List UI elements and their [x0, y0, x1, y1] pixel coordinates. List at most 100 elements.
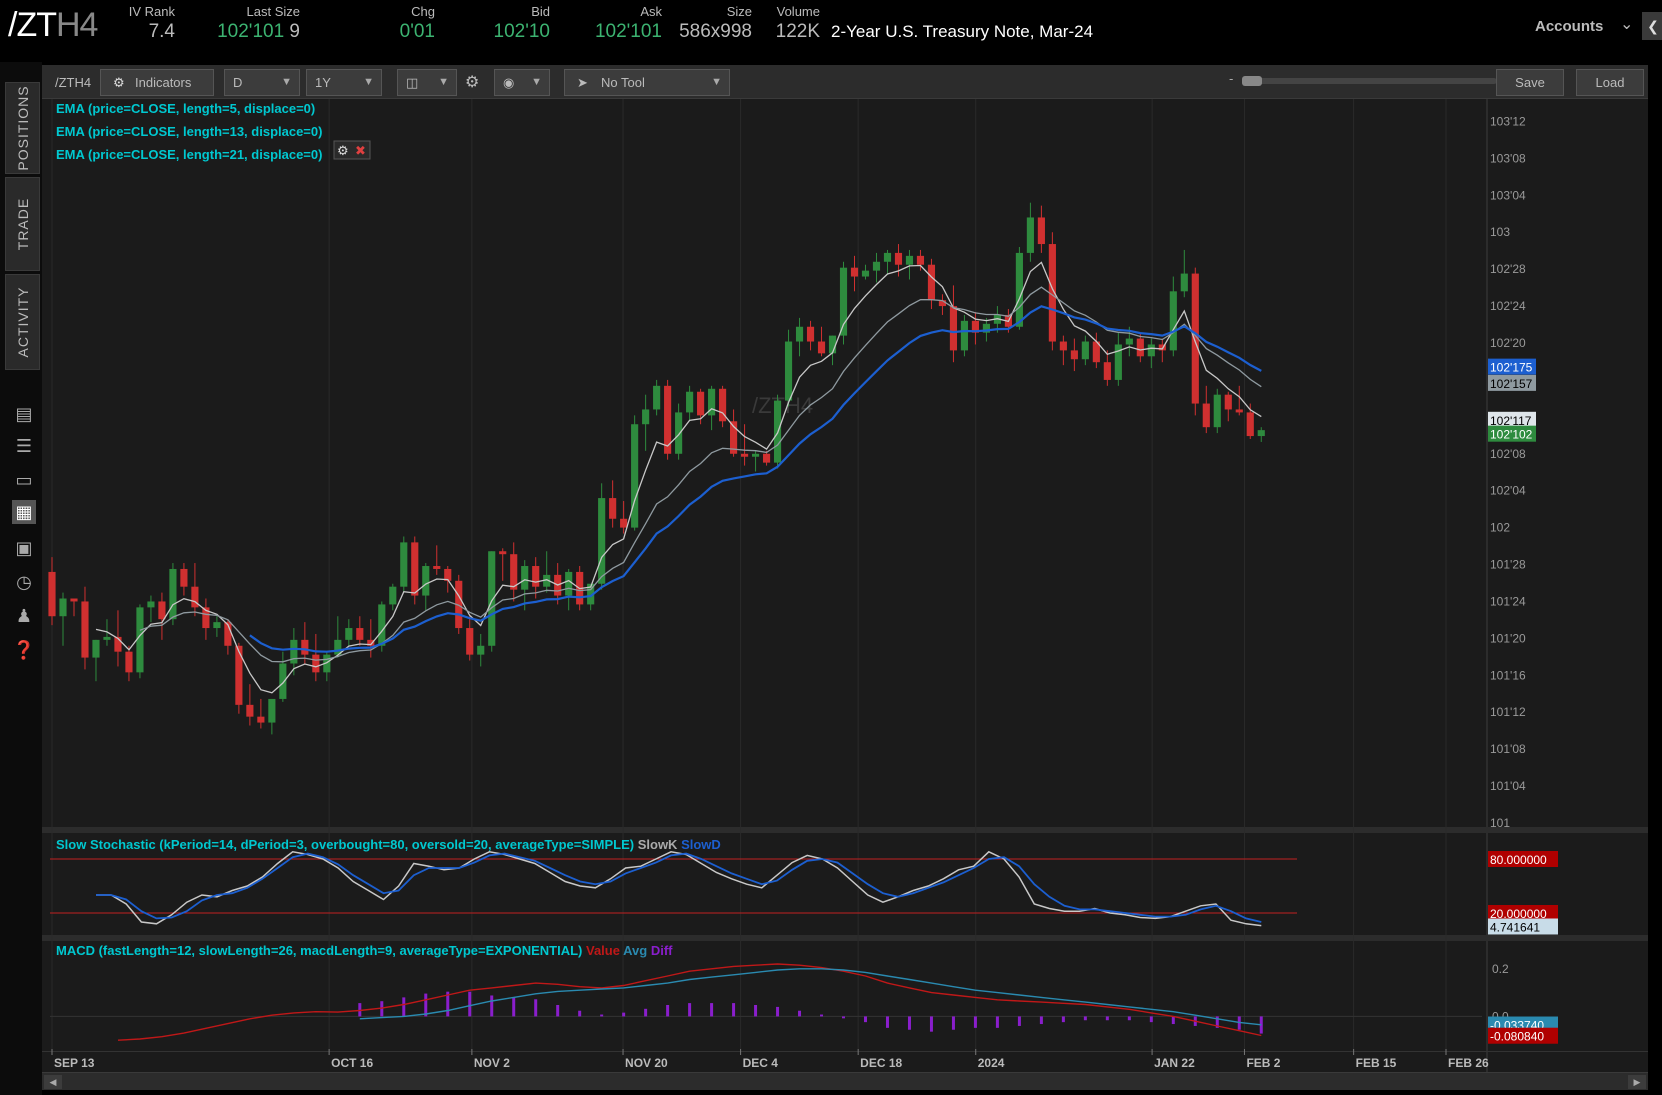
quote-field-volume: Volume 122K [776, 4, 820, 43]
dock-icon[interactable]: ❮ [1642, 12, 1662, 40]
candles-icon: ◫ [406, 75, 419, 90]
candle-body [499, 551, 507, 555]
price-chart[interactable]: /ZTH4 103'12 103'08 103'04 103 102'28 102'24 1… [42, 99, 1648, 1072]
globe-icon: ◉ [503, 75, 515, 90]
candle-body [828, 335, 837, 354]
zoom-out-button[interactable]: - [1229, 71, 1234, 86]
time-axis-tick-label: FEB 2 [1246, 1056, 1280, 1070]
news-icon[interactable]: ▤ [15, 404, 33, 424]
candle-body [1224, 394, 1232, 410]
price-study-label: EMA (price=CLOSE, length=5, displace=0) [56, 101, 315, 116]
candle-body [631, 424, 639, 528]
candle-body [1125, 338, 1133, 345]
style-select[interactable]: ◉ ▼ [494, 69, 550, 96]
candle-body [477, 645, 485, 655]
left-sidebar: POSITIONS TRADE ACTIVITY ▤ ☰ ▭ ▦ ▣ ◷ ♟ ❓ [0, 62, 42, 1095]
candle-body [1114, 344, 1122, 380]
indicators-button[interactable]: ⚙ Indicators [100, 69, 214, 96]
candle-body [587, 583, 595, 605]
chevron-down-icon[interactable]: ⌄ [1620, 16, 1634, 33]
horizontal-scrollbar[interactable]: ◀ ▶ [42, 1072, 1648, 1090]
price-axis-tick-label: 101'12 [1490, 705, 1526, 719]
candle-body [982, 323, 990, 333]
price-axis-tick-label: 102'20 [1490, 336, 1526, 350]
zoom-slider-knob[interactable] [1242, 76, 1262, 86]
save-button[interactable]: Save [1496, 69, 1564, 96]
candle-body [411, 542, 419, 596]
accounts-button[interactable]: Accounts [1535, 18, 1604, 35]
price-axis-tick-label: 101'04 [1490, 779, 1526, 793]
time-axis-tick-label: NOV 2 [474, 1056, 510, 1070]
macd-marker [1488, 1027, 1558, 1044]
candle-body [290, 639, 298, 664]
pane-separator [42, 935, 1648, 941]
candle-body [1059, 341, 1067, 351]
quote-field-value: 122K [775, 21, 820, 42]
drawing-tool-select[interactable]: ➤ No Tool ▼ [564, 69, 730, 96]
candle-body [334, 639, 342, 655]
ema-21-line [249, 305, 1262, 653]
candle-body [312, 654, 320, 673]
people-icon[interactable]: ♟ [15, 606, 33, 626]
aggregation-select[interactable]: D ▼ [224, 69, 300, 96]
tab-positions[interactable]: POSITIONS [5, 82, 40, 174]
slowd-line [96, 852, 1262, 923]
time-axis-tick-label: OCT 16 [331, 1056, 373, 1070]
candle-body [938, 300, 947, 307]
candle-body [927, 264, 936, 301]
gauge-icon[interactable]: ◷ [16, 572, 32, 592]
price-axis-tick-label: 101'24 [1490, 594, 1526, 608]
candle-body [883, 252, 892, 262]
quote-field-chg: Chg 0'01 [400, 4, 435, 43]
help-icon[interactable]: ❓ [12, 640, 36, 660]
candle-body [301, 639, 309, 655]
price-marker-label: 102'102 [1490, 428, 1533, 442]
tab-activity[interactable]: ACTIVITY [5, 274, 40, 370]
scroll-right-icon[interactable]: ▶ [1628, 1075, 1646, 1089]
candle-body [224, 622, 232, 646]
chart-watermark: /ZTH4 [752, 393, 813, 418]
candle-body [246, 704, 254, 717]
quote-field-label: Last Size [246, 4, 300, 19]
chevron-down-icon: ▼ [363, 76, 374, 88]
candle-body [191, 586, 199, 608]
load-button[interactable]: Load [1576, 69, 1644, 96]
grid-icon[interactable]: ▣ [15, 538, 33, 558]
candle-body [1015, 252, 1023, 327]
quote-field-value: 102'101 9 [217, 21, 300, 42]
flask-icon: ⚙ [113, 75, 125, 90]
tab-trade[interactable]: TRADE [5, 177, 40, 271]
candle-body [444, 568, 452, 581]
symbol-title[interactable]: /ZTH4 [8, 6, 98, 44]
quote-field-extra: 9 [289, 21, 300, 42]
candle-body [1103, 362, 1111, 380]
timeframe-select[interactable]: 1Y ▼ [306, 69, 382, 96]
candle-body [861, 270, 870, 277]
gear-icon[interactable]: ⚙ [460, 69, 484, 96]
close-icon: ✖ [355, 143, 366, 158]
candle-body [103, 636, 111, 640]
candle-body [81, 601, 89, 658]
price-study-label: EMA (price=CLOSE, length=21, displace=0) [56, 147, 322, 162]
candle-body [1158, 344, 1166, 351]
price-marker [1488, 425, 1536, 442]
candle-body [433, 566, 441, 569]
zoom-slider[interactable] [1242, 76, 1497, 86]
chart-toolbar: /ZTH4 ⚙ Indicators D ▼ 1Y ▼ ◫ ▼ ⚙ ◉ ▼ ➤ No T… [42, 65, 1648, 99]
quote-field-value: 7.4 [148, 21, 175, 42]
chart-icon[interactable]: ▦ [12, 500, 36, 524]
quote-field-ask: Ask 102'101 [595, 4, 662, 43]
candle-body [839, 267, 848, 336]
candle-body [202, 607, 210, 629]
quote-field-label: Chg [411, 4, 435, 19]
chart-type-select[interactable]: ◫ ▼ [397, 69, 457, 96]
scroll-left-icon[interactable]: ◀ [44, 1075, 62, 1089]
price-study-label: EMA (price=CLOSE, length=13, displace=0) [56, 124, 322, 139]
candle-body [158, 601, 166, 620]
stochastic-marker-label: 80.000000 [1490, 853, 1547, 867]
price-marker [1488, 374, 1536, 391]
list-icon[interactable]: ☰ [15, 436, 33, 456]
chart-symbol-label[interactable]: /ZTH4 [46, 69, 98, 96]
price-marker [1488, 411, 1536, 428]
tv-icon[interactable]: ▭ [15, 470, 33, 490]
